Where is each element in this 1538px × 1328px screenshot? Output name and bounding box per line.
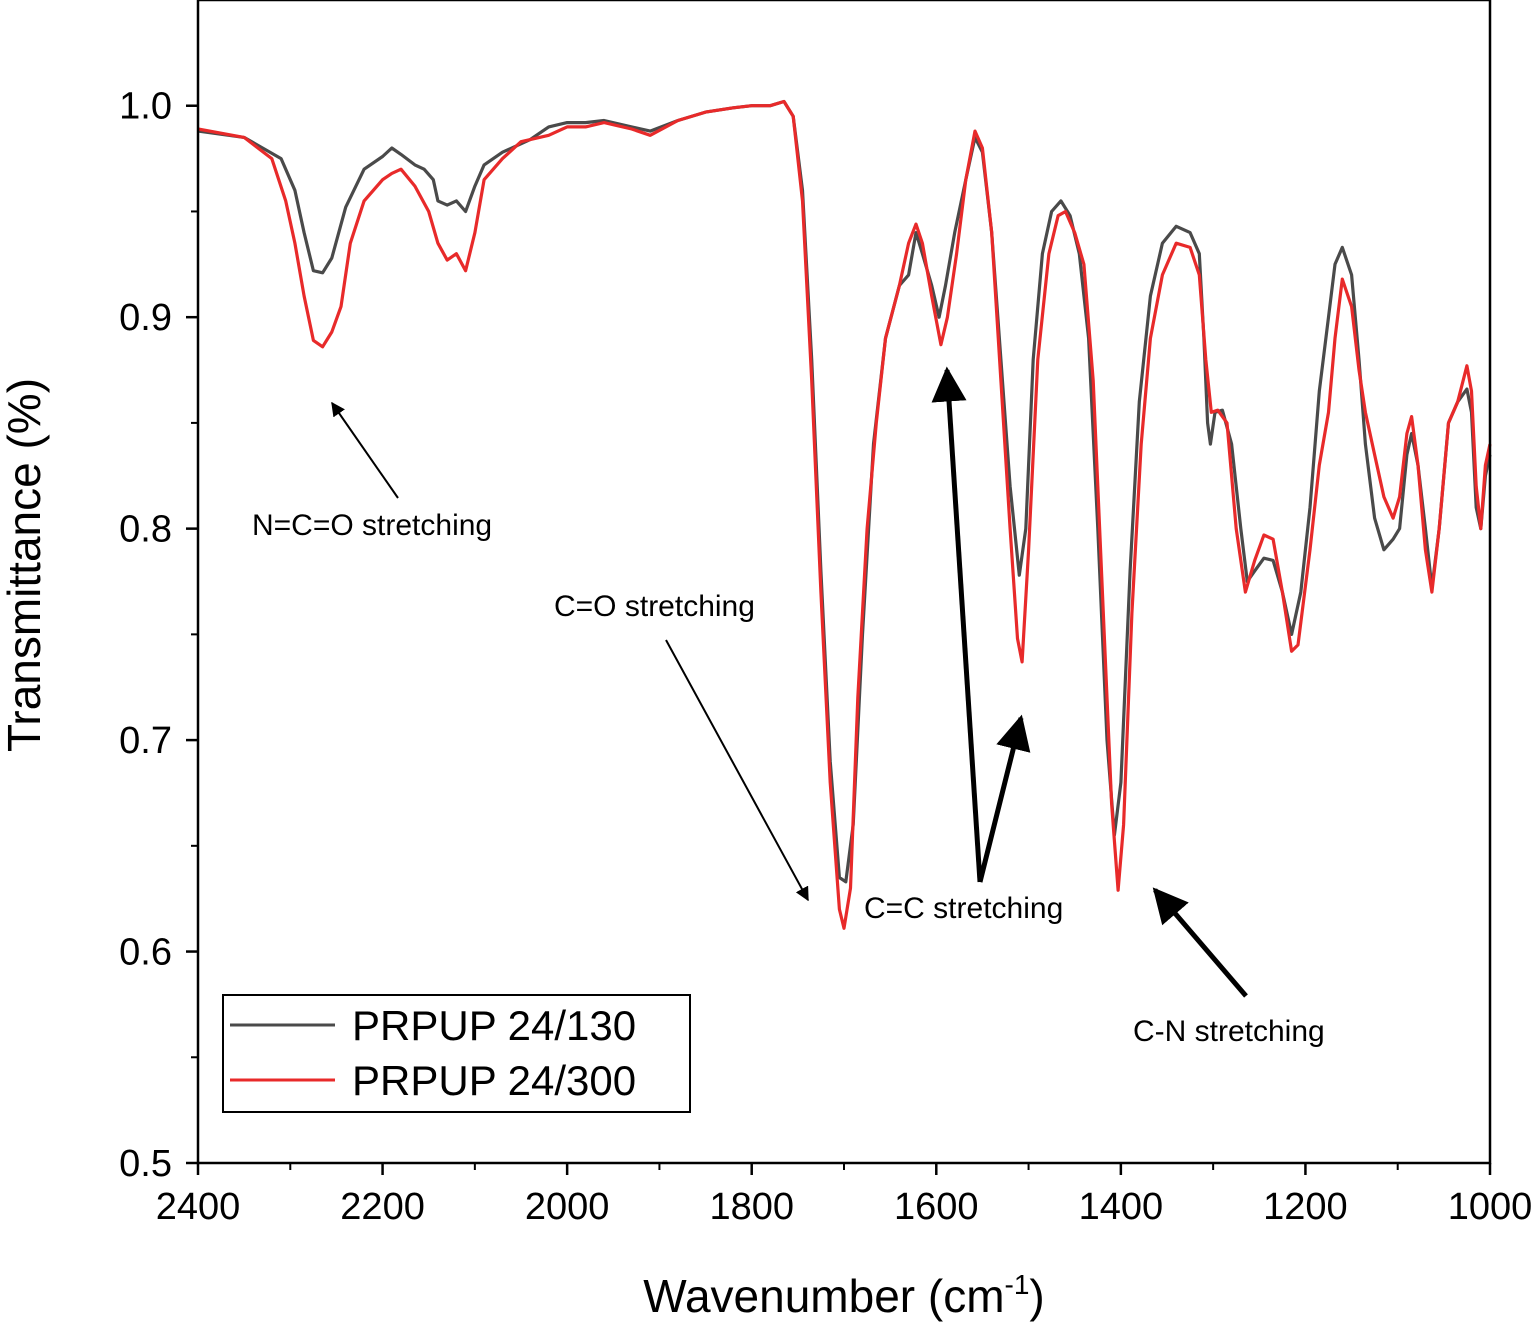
plot-lines (197, 99, 1492, 930)
x-tick-label: 2000 (525, 1186, 610, 1228)
x-tick-label: 1200 (1263, 1186, 1348, 1228)
annotation-nco: N=C=O stretching (252, 509, 492, 542)
y-tick-label: 0.8 (119, 509, 172, 551)
x-axis: 2400 2200 2000 1800 1600 1400 1200 1000 (156, 1163, 1533, 1228)
y-tick-label: 0.6 (119, 932, 172, 974)
x-axis-label: Wavenumber (cm-1) (643, 1269, 1045, 1322)
legend: PRPUP 24/130 PRPUP 24/300 (222, 994, 691, 1113)
legend-label-130: PRPUP 24/130 (352, 1002, 636, 1049)
arrow-nco (331, 401, 399, 499)
x-tick-label: 1000 (1448, 1186, 1533, 1228)
annotation-cn: C-N stretching (1133, 1015, 1325, 1048)
arrow-cc-right (977, 714, 1031, 883)
x-tick-label: 2200 (340, 1186, 425, 1228)
x-tick-label: 2400 (156, 1186, 241, 1228)
x-tick-label: 1800 (709, 1186, 794, 1228)
arrow-cc-left (931, 366, 983, 883)
y-tick-label: 0.5 (119, 1143, 172, 1185)
series-line-1 (197, 99, 1492, 930)
annotation-cc: C=C stretching (864, 892, 1063, 925)
x-tick-label: 1600 (894, 1186, 979, 1228)
x-axis-label-close: ) (1029, 1270, 1044, 1322)
arrow-cn (1152, 887, 1248, 998)
y-tick-label: 0.7 (119, 720, 172, 762)
y-axis-label: Transmittance (%) (0, 378, 50, 752)
annotations: N=C=O stretching C=O stretching C=C stre… (252, 366, 1325, 1048)
annotation-co: C=O stretching (554, 590, 755, 623)
y-axis: 0.5 0.6 0.7 0.8 0.9 1.0 (119, 86, 198, 1185)
x-tick-label: 1400 (1079, 1186, 1164, 1228)
legend-box (222, 994, 691, 1113)
x-axis-label-sup: -1 (1005, 1269, 1030, 1300)
y-tick-label: 1.0 (119, 86, 172, 128)
legend-label-300: PRPUP 24/300 (352, 1057, 636, 1104)
arrow-co (665, 639, 809, 902)
series-line-0 (197, 99, 1492, 884)
y-tick-label: 0.9 (119, 297, 172, 339)
x-axis-label-main: Wavenumber (cm (643, 1270, 1004, 1322)
